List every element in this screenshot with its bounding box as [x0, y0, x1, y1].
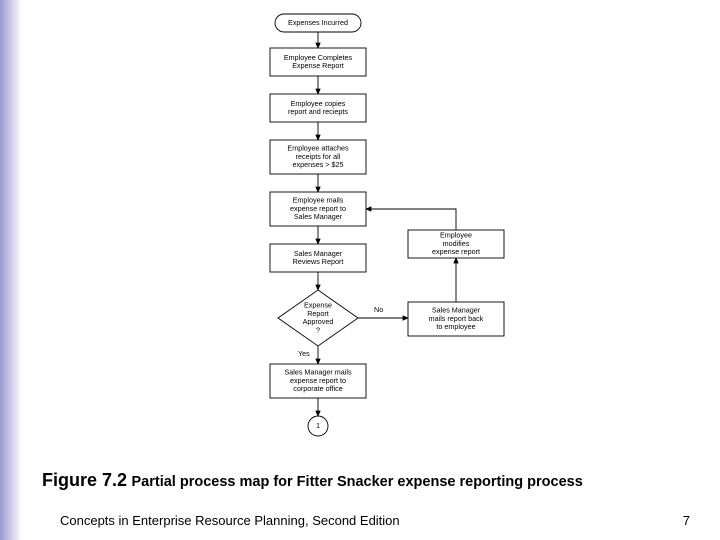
- node-text: Expense Report: [292, 61, 344, 70]
- page-number: 7: [683, 513, 690, 528]
- edge-label: Yes: [298, 349, 310, 358]
- flow-edge: [366, 209, 456, 230]
- node-text: corporate office: [293, 384, 342, 393]
- figure-caption: Figure 7.2 Partial process map for Fitte…: [42, 470, 583, 491]
- node-text: Reviews Report: [293, 257, 344, 266]
- flow-node-conn: 1: [308, 416, 328, 436]
- node-text: report and reciepts: [288, 107, 348, 116]
- node-text: to employee: [436, 322, 475, 331]
- slide: Yes No Expenses Incurred Employee Complete…: [0, 0, 720, 540]
- flow-node-start: Expenses Incurred: [275, 14, 361, 32]
- node-text: Sales Manager: [294, 212, 343, 221]
- flow-node-n4: Employee mailsexpense report toSales Man…: [270, 192, 366, 226]
- flow-node-n6: Sales Manager mailsexpense report tocorp…: [270, 364, 366, 398]
- node-text: ?: [316, 325, 320, 334]
- footer-text: Concepts in Enterprise Resource Planning…: [60, 513, 400, 528]
- figure-number: Figure 7.2: [42, 470, 127, 490]
- flowchart-diagram: Yes No Expenses Incurred Employee Complete…: [170, 6, 540, 462]
- left-accent-stripe: [0, 0, 22, 540]
- node-text: Expenses Incurred: [288, 18, 348, 27]
- flow-node-n2: Employee copiesreport and reciepts: [270, 94, 366, 122]
- flow-node-n1: Employee CompletesExpense Report: [270, 48, 366, 76]
- flow-node-side2: Sales Managermails report backto employe…: [408, 302, 504, 336]
- flow-node-dec: ExpenseReportApproved?: [278, 290, 358, 346]
- edge-label: No: [374, 305, 383, 314]
- node-text: expenses > $25: [293, 160, 344, 169]
- flow-node-n3: Employee attachesreceipts for allexpense…: [270, 140, 366, 174]
- node-text: expense report: [432, 247, 480, 256]
- figure-text: Partial process map for Fitter Snacker e…: [131, 474, 582, 490]
- node-text: 1: [316, 421, 320, 430]
- flow-node-side1: Employeemodifiesexpense report: [408, 230, 504, 258]
- flow-node-n5: Sales ManagerReviews Report: [270, 244, 366, 272]
